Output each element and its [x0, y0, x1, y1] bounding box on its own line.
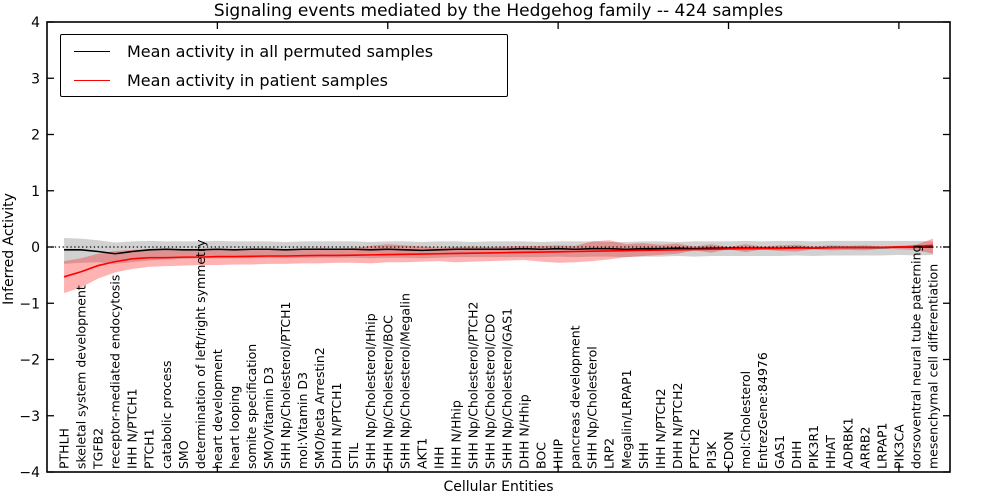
x-tick-label: DHH N/PTCH1	[329, 383, 344, 469]
x-tick-label: AKT1	[414, 438, 429, 469]
x-tick-label: PIK3R1	[806, 425, 821, 469]
x-tick-label: mesenchymal cell differentiation	[925, 264, 940, 469]
y-tick-label: 1	[31, 184, 40, 200]
x-tick-label: DHH	[789, 441, 804, 469]
y-tick-label: 3	[31, 71, 40, 87]
x-tick-label: HHIP	[551, 439, 566, 469]
x-tick-label: SHH Np/Cholesterol/PTCH1	[278, 302, 293, 470]
x-tick-label: HHAT	[823, 435, 838, 469]
patient-band	[64, 238, 933, 294]
x-tick-label: ARRB2	[857, 427, 872, 469]
x-tick-label: SHH Np/Cholesterol/Megalin	[397, 293, 412, 469]
x-tick-label: mol:Cholesterol	[738, 371, 753, 469]
legend-label-patient: Mean activity in patient samples	[127, 70, 388, 90]
x-tick-label: PTCH2	[687, 428, 702, 469]
x-tick-label: ADRBK1	[840, 417, 855, 469]
x-tick-label: SHH Np/Cholesterol/Hhip	[363, 313, 378, 469]
x-tick-label: LRPAP1	[874, 423, 889, 469]
y-tick-label: −1	[19, 296, 40, 312]
x-tick-label: DHH N/PTCH2	[670, 383, 685, 469]
legend: Mean activity in all permuted samples Me…	[60, 34, 508, 97]
y-tick-label: −2	[19, 353, 40, 369]
x-tick-label: heart development	[210, 349, 225, 469]
x-tick-label: mol:Vitamin D3	[295, 372, 310, 469]
patient-mean-line	[63, 244, 934, 278]
y-axis-label: Inferred Activity	[1, 193, 17, 305]
x-axis-label: Cellular Entities	[443, 479, 554, 495]
x-tick-label: PTCH1	[142, 428, 157, 469]
x-tick-label: pancreas development	[568, 325, 583, 469]
x-tick-label: TGFB2	[91, 428, 106, 470]
x-tick-label: SHH Np/Cholesterol/PTCH2	[465, 302, 480, 470]
x-tick-label: SHH Np/Cholesterol	[585, 346, 600, 469]
permuted-band	[64, 238, 933, 264]
x-tick-label: heart looping	[227, 386, 242, 469]
x-tick-label: IHH N/PTCH1	[125, 388, 140, 469]
legend-label-permuted: Mean activity in all permuted samples	[127, 41, 434, 61]
x-tick-label: somite specification	[244, 344, 259, 469]
x-tick-label: dorsoventral neural tube patterning	[908, 245, 923, 470]
x-tick-label: SHH Np/Cholesterol/GAS1	[500, 308, 515, 469]
x-tick-label: SHH Np/Cholesterol/CDO	[482, 314, 497, 469]
x-tick-label: SMO/beta Arrestin2	[312, 347, 327, 469]
x-tick-label: PIK3CA	[891, 424, 906, 469]
x-tick-label: IHH N/PTCH2	[653, 388, 668, 469]
x-tick-label: LRP2	[602, 438, 617, 469]
y-tick-label: 4	[31, 15, 40, 31]
x-tick-label: SHH Np/Cholesterol/BOC	[380, 315, 395, 469]
x-tick-label: SMO	[176, 440, 191, 469]
legend-row-permuted: Mean activity in all permuted samples	[61, 38, 507, 64]
y-tick-label: −4	[19, 465, 40, 481]
patient-line-sample	[74, 79, 110, 81]
x-tick-label: PI3K	[704, 441, 719, 469]
y-tick-label: 2	[31, 128, 40, 144]
x-tick-label: IHH N/Hhip	[448, 400, 463, 469]
x-tick-label: catabolic process	[159, 360, 174, 469]
chart-title: Signaling events mediated by the Hedgeho…	[213, 1, 784, 21]
x-tick-label: determination of left/right symmetry	[193, 239, 208, 469]
x-tick-label: PTHLH	[57, 428, 72, 469]
x-tick-label: Megalin/LRPAP1	[619, 369, 634, 469]
x-tick-label: GAS1	[772, 435, 787, 469]
y-tick-label: −3	[19, 409, 40, 425]
x-tick-label: receptor-mediated endocytosis	[108, 275, 123, 469]
x-tick-label: SHH	[636, 442, 651, 469]
permuted-line-sample	[74, 50, 110, 52]
x-tick-label: CDON	[721, 431, 736, 469]
x-tick-label: EntrezGene:84976	[755, 352, 770, 469]
x-tick-label: STIL	[346, 443, 361, 469]
x-tick-label: DHH N/Hhip	[517, 394, 532, 469]
x-tick-label: IHH	[431, 447, 446, 470]
x-tick-label: BOC	[534, 442, 549, 469]
legend-row-patient: Mean activity in patient samples	[61, 67, 507, 93]
x-tick-label: skeletal system development	[74, 285, 89, 469]
y-tick-label: 0	[31, 240, 40, 256]
x-tick-label: SMO/Vitamin D3	[261, 367, 276, 469]
